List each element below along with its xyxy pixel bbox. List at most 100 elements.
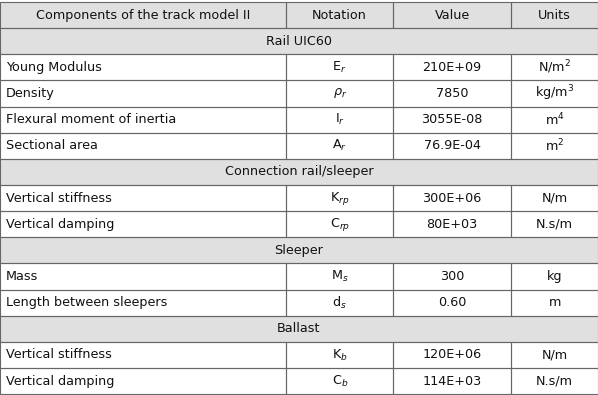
Bar — [393, 107, 511, 133]
Bar — [286, 133, 393, 159]
Bar — [286, 290, 393, 316]
Bar — [511, 133, 598, 159]
Text: 114E+03: 114E+03 — [422, 374, 482, 387]
Bar — [0, 263, 286, 290]
Text: Value: Value — [435, 9, 469, 22]
Text: d$_s$: d$_s$ — [332, 295, 347, 311]
Bar — [286, 107, 393, 133]
Bar — [393, 107, 511, 133]
Text: Vertical damping: Vertical damping — [6, 218, 114, 231]
Text: N/m: N/m — [542, 348, 568, 361]
Bar — [0, 290, 286, 316]
Bar — [286, 342, 393, 368]
Bar — [511, 185, 598, 211]
Text: 300: 300 — [440, 270, 464, 283]
Bar — [0, 159, 598, 185]
Bar — [511, 2, 598, 28]
Text: $\rho_r$: $\rho_r$ — [332, 87, 347, 100]
Text: 7850: 7850 — [436, 87, 468, 100]
Bar — [511, 342, 598, 368]
Bar — [511, 107, 598, 133]
Text: N.s/m: N.s/m — [536, 374, 573, 387]
Bar — [511, 263, 598, 290]
Bar — [393, 54, 511, 81]
Bar — [0, 185, 286, 211]
Bar — [0, 81, 286, 107]
Text: 210E+09: 210E+09 — [423, 61, 481, 74]
Bar — [0, 107, 286, 133]
Bar — [511, 342, 598, 368]
Bar — [511, 368, 598, 394]
Bar — [286, 54, 393, 81]
Bar — [0, 316, 598, 342]
Text: N/m$^2$: N/m$^2$ — [538, 58, 571, 76]
Bar — [511, 211, 598, 237]
Bar — [286, 185, 393, 211]
Bar — [393, 185, 511, 211]
Bar — [511, 368, 598, 394]
Text: Vertical stiffness: Vertical stiffness — [6, 348, 112, 361]
Bar — [511, 133, 598, 159]
Bar — [0, 368, 286, 394]
Bar — [0, 159, 598, 185]
Bar — [393, 290, 511, 316]
Bar — [393, 211, 511, 237]
Bar — [393, 2, 511, 28]
Text: 76.9E-04: 76.9E-04 — [423, 139, 481, 152]
Bar — [286, 81, 393, 107]
Bar — [511, 290, 598, 316]
Bar — [393, 133, 511, 159]
Bar — [0, 342, 286, 368]
Bar — [0, 368, 286, 394]
Text: Components of the track model II: Components of the track model II — [36, 9, 251, 22]
Text: 3055E-08: 3055E-08 — [422, 113, 483, 126]
Bar — [0, 316, 598, 342]
Bar — [393, 368, 511, 394]
Text: K$_{rp}$: K$_{rp}$ — [330, 190, 349, 207]
Bar — [0, 185, 286, 211]
Bar — [286, 263, 393, 290]
Bar — [0, 28, 598, 54]
Bar — [286, 211, 393, 237]
Bar — [393, 290, 511, 316]
Bar — [511, 107, 598, 133]
Bar — [393, 81, 511, 107]
Text: C$_{rp}$: C$_{rp}$ — [329, 216, 350, 233]
Text: m: m — [548, 296, 561, 309]
Text: Mass: Mass — [6, 270, 38, 283]
Text: Sleeper: Sleeper — [274, 244, 324, 257]
Bar — [0, 342, 286, 368]
Text: N/m: N/m — [542, 192, 568, 205]
Text: Notation: Notation — [312, 9, 367, 22]
Bar — [0, 133, 286, 159]
Bar — [286, 107, 393, 133]
Bar — [511, 81, 598, 107]
Text: Vertical damping: Vertical damping — [6, 374, 114, 387]
Text: Sectional area: Sectional area — [6, 139, 98, 152]
Bar — [286, 368, 393, 394]
Bar — [511, 54, 598, 81]
Bar — [286, 133, 393, 159]
Text: N.s/m: N.s/m — [536, 218, 573, 231]
Bar — [0, 107, 286, 133]
Bar — [0, 133, 286, 159]
Bar — [0, 2, 286, 28]
Bar — [286, 263, 393, 290]
Text: Flexural moment of inertia: Flexural moment of inertia — [6, 113, 176, 126]
Bar — [286, 2, 393, 28]
Bar — [511, 2, 598, 28]
Text: Connection rail/sleeper: Connection rail/sleeper — [225, 166, 373, 179]
Text: M$_s$: M$_s$ — [331, 269, 349, 284]
Bar — [393, 54, 511, 81]
Text: K$_b$: K$_b$ — [332, 348, 347, 363]
Bar — [393, 263, 511, 290]
Bar — [286, 211, 393, 237]
Text: 0.60: 0.60 — [438, 296, 466, 309]
Text: m$^4$: m$^4$ — [545, 111, 565, 128]
Text: Units: Units — [538, 9, 571, 22]
Bar — [393, 185, 511, 211]
Bar — [393, 2, 511, 28]
Bar — [0, 54, 286, 81]
Text: A$_r$: A$_r$ — [332, 138, 347, 153]
Bar — [393, 263, 511, 290]
